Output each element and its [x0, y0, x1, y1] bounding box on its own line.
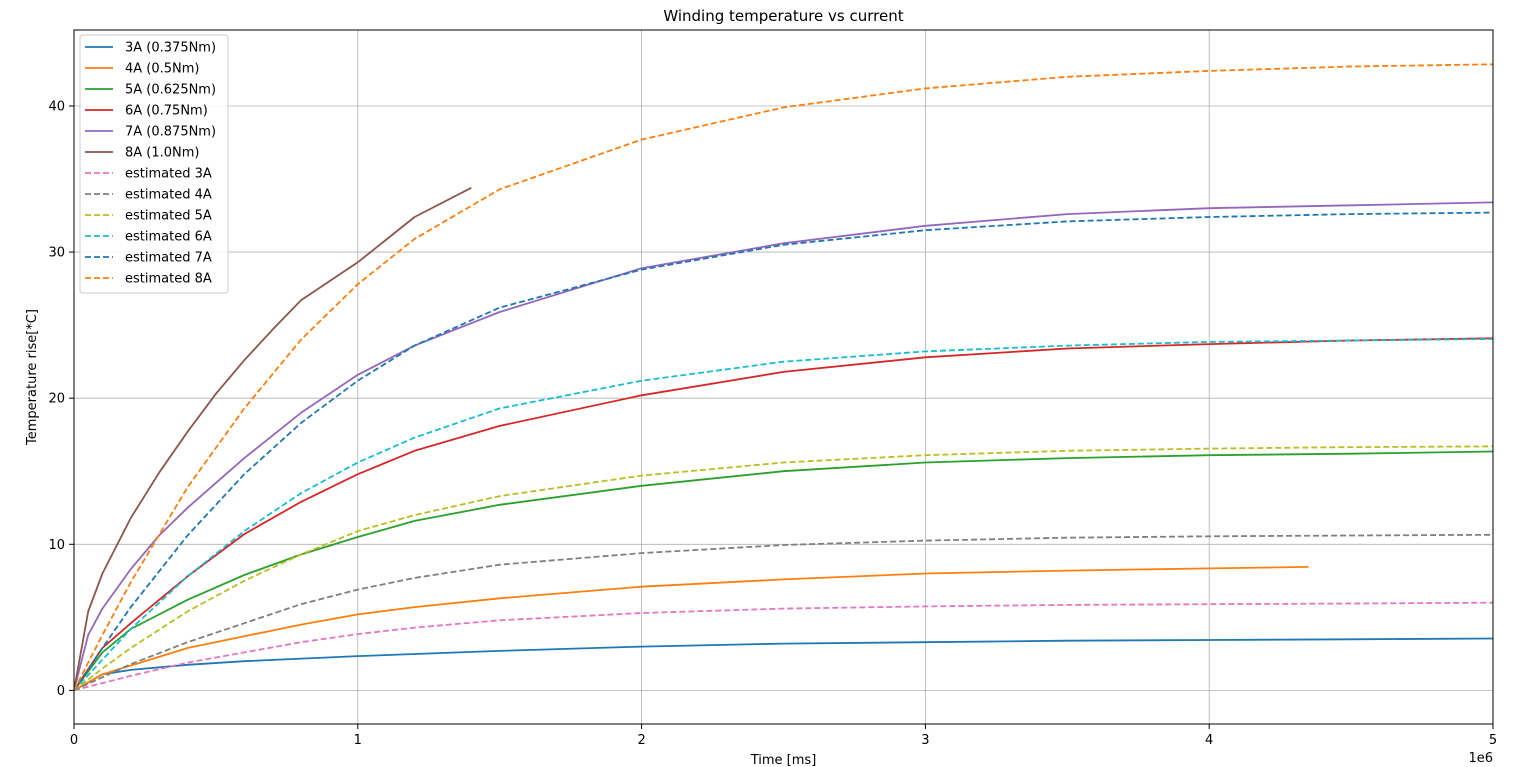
- series-line-5a-0-625nm: [74, 450, 1493, 691]
- legend-label-4a-0-5nm: 4A (0.5Nm): [125, 62, 200, 77]
- x-tick-label: 2: [637, 733, 645, 748]
- series-line-estimated-4a: [74, 533, 1493, 692]
- x-tick-label: 0: [70, 733, 78, 748]
- y-tick-label: 30: [48, 246, 65, 261]
- series-line-3a-0-375nm: [74, 637, 1493, 692]
- legend-label-estimated-5a: estimated 5A: [125, 209, 212, 224]
- y-tick-label: 20: [48, 392, 65, 407]
- x-tick-label: 5: [1489, 733, 1497, 748]
- series-line-4a-0-5nm: [74, 566, 1309, 692]
- legend-label-6a-0-75nm: 6A (0.75Nm): [125, 104, 208, 119]
- series-layer: [74, 63, 1493, 692]
- legend: 3A (0.375Nm) 4A (0.5Nm) 5A (0.625Nm) 6A (0.…: [79, 34, 229, 294]
- series-line-8a-1-0nm: [74, 186, 472, 691]
- series-line-estimated-5a: [74, 445, 1493, 692]
- legend-label-5a-0-625nm: 5A (0.625Nm): [125, 83, 216, 98]
- legend-label-7a-0-875nm: 7A (0.875Nm): [125, 125, 216, 140]
- legend-label-estimated-3a: estimated 3A: [125, 167, 212, 182]
- legend-label-3a-0-375nm: 3A (0.375Nm): [125, 41, 216, 56]
- legend-label-estimated-8a: estimated 8A: [125, 272, 212, 287]
- x-axis-offset-label: 1e6: [1468, 751, 1493, 766]
- legend-label-estimated-7a: estimated 7A: [125, 251, 212, 266]
- y-tick-label: 0: [57, 684, 65, 699]
- x-tick-label: 1: [354, 733, 362, 748]
- series-line-estimated-6a: [74, 338, 1493, 692]
- y-tick-label: 10: [48, 538, 65, 553]
- legend-label-8a-1-0nm: 8A (1.0Nm): [125, 146, 200, 161]
- x-axis-label: Time [ms]: [750, 753, 817, 767]
- y-tick-label: 40: [48, 99, 65, 114]
- x-tick-label: 4: [1205, 733, 1213, 748]
- series-line-estimated-7a: [74, 211, 1493, 691]
- series-line-7a-0-875nm: [74, 201, 1493, 691]
- series-line-estimated-3a: [74, 601, 1493, 692]
- chart-title: Winding temperature vs current: [663, 7, 903, 25]
- x-tick-label: 3: [921, 733, 929, 748]
- legend-label-estimated-6a: estimated 6A: [125, 230, 212, 245]
- y-axis-label: Temperature rise[*C]: [25, 309, 40, 446]
- series-line-6a-0-75nm: [74, 337, 1493, 691]
- legend-label-estimated-4a: estimated 4A: [125, 188, 212, 203]
- axes-frame: [73, 29, 1494, 725]
- ticks: 0 1 2 3 4 5 0 10 20 30 40: [48, 99, 1497, 748]
- legend-box: [79, 34, 229, 294]
